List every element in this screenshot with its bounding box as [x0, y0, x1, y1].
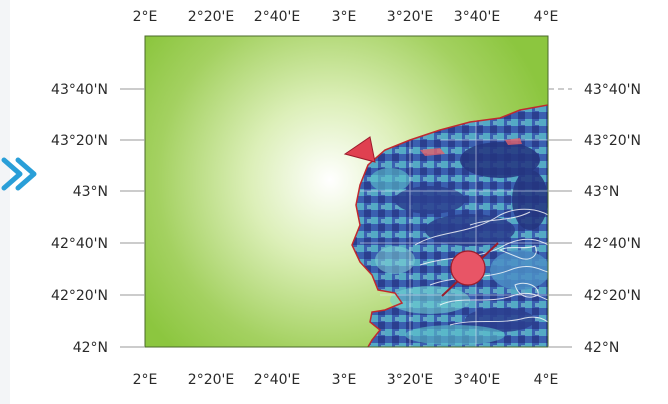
- left-edge-strip: [0, 0, 10, 404]
- bottom-label-3-20e: 3°20'E: [387, 372, 433, 388]
- right-label-43-20n: 43°20'N: [584, 133, 641, 149]
- bottom-label-3e: 3°E: [332, 372, 357, 388]
- top-label-3-20e: 3°20'E: [387, 9, 433, 25]
- left-label-42n: 42°N: [73, 340, 108, 356]
- bottom-label-4e: 4°E: [534, 372, 559, 388]
- bottom-label-2e: 2°E: [133, 372, 158, 388]
- left-label-42-20n: 42°20'N: [51, 288, 108, 304]
- graticule: [360, 120, 548, 347]
- top-label-2e: 2°E: [133, 9, 158, 25]
- left-label-42-40n: 42°40'N: [51, 236, 108, 252]
- top-label-2-20e: 2°20'E: [188, 9, 234, 25]
- right-label-42n: 42°N: [584, 340, 619, 356]
- left-label-43-40n: 43°40'N: [51, 82, 108, 98]
- right-label-42-20n: 42°20'N: [584, 288, 641, 304]
- triangle-marker-icon[interactable]: [343, 136, 376, 163]
- double-chevron-right-icon[interactable]: [1, 157, 37, 191]
- axis-ticks: [120, 88, 572, 348]
- bottom-label-3-40e: 3°40'E: [454, 372, 500, 388]
- top-label-3e: 3°E: [332, 9, 357, 25]
- left-label-43n: 43°N: [73, 184, 108, 200]
- right-label-43-40n: 43°40'N: [584, 82, 641, 98]
- coastline: [351, 104, 548, 347]
- bottom-label-2-20e: 2°20'E: [188, 372, 234, 388]
- top-label-2-40e: 2°40'E: [254, 9, 300, 25]
- left-label-43-20n: 43°20'N: [51, 133, 108, 149]
- top-label-4e: 4°E: [534, 9, 559, 25]
- bottom-label-2-40e: 2°40'E: [254, 372, 300, 388]
- right-label-43n: 43°N: [584, 184, 619, 200]
- epicenter-circle-icon[interactable]: [441, 242, 499, 297]
- right-label-42-40n: 42°40'N: [584, 236, 641, 252]
- depth-contours: [414, 208, 548, 326]
- top-label-3-40e: 3°40'E: [454, 9, 500, 25]
